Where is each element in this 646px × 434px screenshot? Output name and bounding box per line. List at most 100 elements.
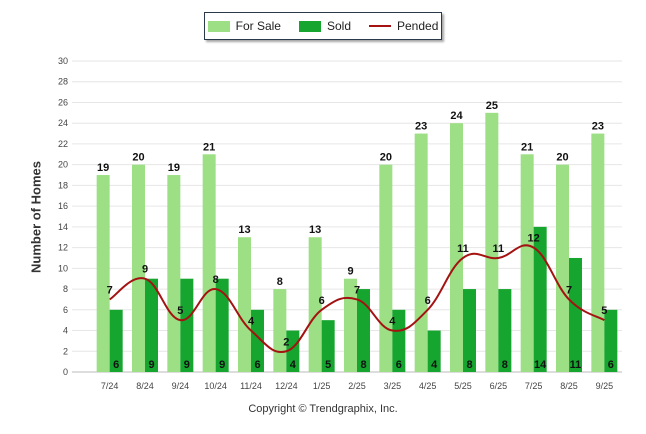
data-label-for-sale: 8 — [277, 276, 283, 288]
bar-sold — [569, 257, 582, 372]
y-tick-label: 26 — [58, 97, 68, 107]
data-label-pended: 9 — [142, 264, 148, 276]
bar-sold — [498, 289, 512, 372]
data-label-sold: 14 — [534, 359, 547, 371]
data-label-for-sale: 21 — [521, 141, 533, 153]
data-label-sold: 6 — [254, 359, 260, 371]
y-tick-label: 4 — [63, 326, 68, 336]
data-label-sold: 6 — [113, 359, 119, 371]
bar-for-sale — [273, 289, 287, 372]
data-label-pended: 7 — [354, 284, 360, 296]
bar-sold — [533, 226, 547, 372]
data-label-pended: 8 — [213, 274, 219, 286]
data-label-for-sale: 13 — [309, 224, 321, 236]
bar-for-sale — [238, 237, 251, 372]
data-label-sold: 6 — [608, 359, 614, 371]
bar-for-sale — [202, 154, 216, 372]
y-tick-label: 20 — [58, 160, 68, 170]
bar-for-sale — [556, 164, 569, 372]
data-label-for-sale: 19 — [97, 162, 109, 174]
x-tick-label: 7/25 — [525, 381, 543, 391]
data-label-pended: 6 — [319, 295, 325, 307]
y-tick-label: 6 — [63, 305, 68, 315]
data-label-pended: 7 — [566, 284, 572, 296]
legend-item-pended[interactable]: Pended — [369, 19, 438, 33]
bar-for-sale — [591, 133, 605, 372]
x-tick-label: 12/24 — [275, 381, 298, 391]
data-label-pended: 2 — [283, 336, 289, 348]
data-label-for-sale: 21 — [203, 141, 215, 153]
legend-label-for-sale: For Sale — [235, 19, 281, 33]
y-tick-label: 0 — [63, 367, 68, 377]
line-pended — [109, 244, 605, 354]
bar-sold — [109, 309, 123, 372]
x-tick-label: 7/24 — [101, 381, 119, 391]
data-label-for-sale: 19 — [168, 162, 180, 174]
bar-sold — [286, 330, 300, 372]
data-label-sold: 6 — [396, 359, 402, 371]
x-tick-label: 8/24 — [136, 381, 154, 391]
data-label-sold: 9 — [184, 359, 190, 371]
y-tick-label: 12 — [58, 243, 68, 253]
bar-for-sale — [308, 237, 322, 372]
legend-item-for-sale[interactable]: For Sale — [207, 19, 281, 33]
bar-sold — [180, 278, 194, 372]
data-label-sold: 8 — [360, 359, 366, 371]
x-tick-label: 11/24 — [240, 381, 262, 391]
bar-for-sale — [414, 133, 428, 372]
data-label-for-sale: 20 — [556, 152, 568, 164]
data-label-for-sale: 24 — [450, 110, 463, 122]
x-tick-label: 9/25 — [596, 381, 614, 391]
data-label-for-sale: 20 — [380, 152, 392, 164]
data-label-for-sale: 25 — [486, 100, 498, 112]
bar-for-sale — [96, 175, 110, 372]
y-tick-label: 16 — [58, 201, 68, 211]
data-label-sold: 4 — [290, 359, 297, 371]
bar-sold — [463, 289, 476, 372]
y-tick-label: 2 — [63, 346, 68, 356]
data-label-sold: 8 — [502, 359, 508, 371]
bar-sold — [251, 309, 264, 372]
bar-for-sale — [167, 175, 181, 372]
y-tick-label: 30 — [58, 56, 68, 66]
legend-swatch-for-sale — [207, 20, 230, 32]
bar-sold — [427, 330, 441, 372]
data-label-pended: 12 — [528, 233, 540, 245]
data-label-for-sale: 13 — [238, 224, 250, 236]
bar-for-sale — [132, 164, 145, 372]
bar-for-sale — [344, 278, 357, 372]
bar-sold — [604, 309, 618, 372]
x-tick-label: 2/25 — [348, 381, 366, 391]
data-label-sold: 8 — [466, 359, 472, 371]
y-tick-label: 22 — [58, 139, 68, 149]
data-label-pended: 11 — [493, 243, 505, 255]
data-label-pended: 6 — [425, 295, 431, 307]
data-label-pended: 11 — [457, 243, 469, 255]
legend-swatch-sold — [298, 20, 321, 32]
data-label-pended: 4 — [389, 316, 396, 328]
bar-sold — [321, 320, 335, 372]
data-label-sold: 11 — [570, 359, 582, 371]
chart-canvas: 0246810121416182022242628301967/242098/2… — [58, 56, 622, 391]
legend-label-pended: Pended — [397, 19, 439, 33]
x-tick-label: 5/25 — [454, 381, 472, 391]
bar-for-sale — [485, 112, 499, 372]
x-tick-label: 6/25 — [490, 381, 508, 391]
data-label-for-sale: 23 — [415, 121, 427, 133]
y-tick-label: 10 — [58, 263, 68, 273]
y-tick-label: 28 — [58, 77, 68, 87]
data-label-sold: 5 — [325, 359, 331, 371]
data-label-sold: 4 — [431, 359, 438, 371]
bar-for-sale — [450, 123, 463, 372]
legend-label-sold: Sold — [326, 19, 351, 33]
bar-for-sale — [379, 164, 393, 372]
y-tick-label: 8 — [63, 284, 68, 294]
y-tick-label: 18 — [58, 180, 68, 190]
data-label-for-sale: 20 — [132, 152, 144, 164]
data-label-sold: 9 — [219, 359, 225, 371]
legend-item-sold[interactable]: Sold — [298, 19, 351, 33]
chart-legend: For Sale Sold Pended — [204, 12, 442, 40]
bar-sold — [357, 289, 370, 372]
x-tick-label: 1/25 — [313, 381, 331, 391]
legend-swatch-pended — [369, 25, 391, 27]
